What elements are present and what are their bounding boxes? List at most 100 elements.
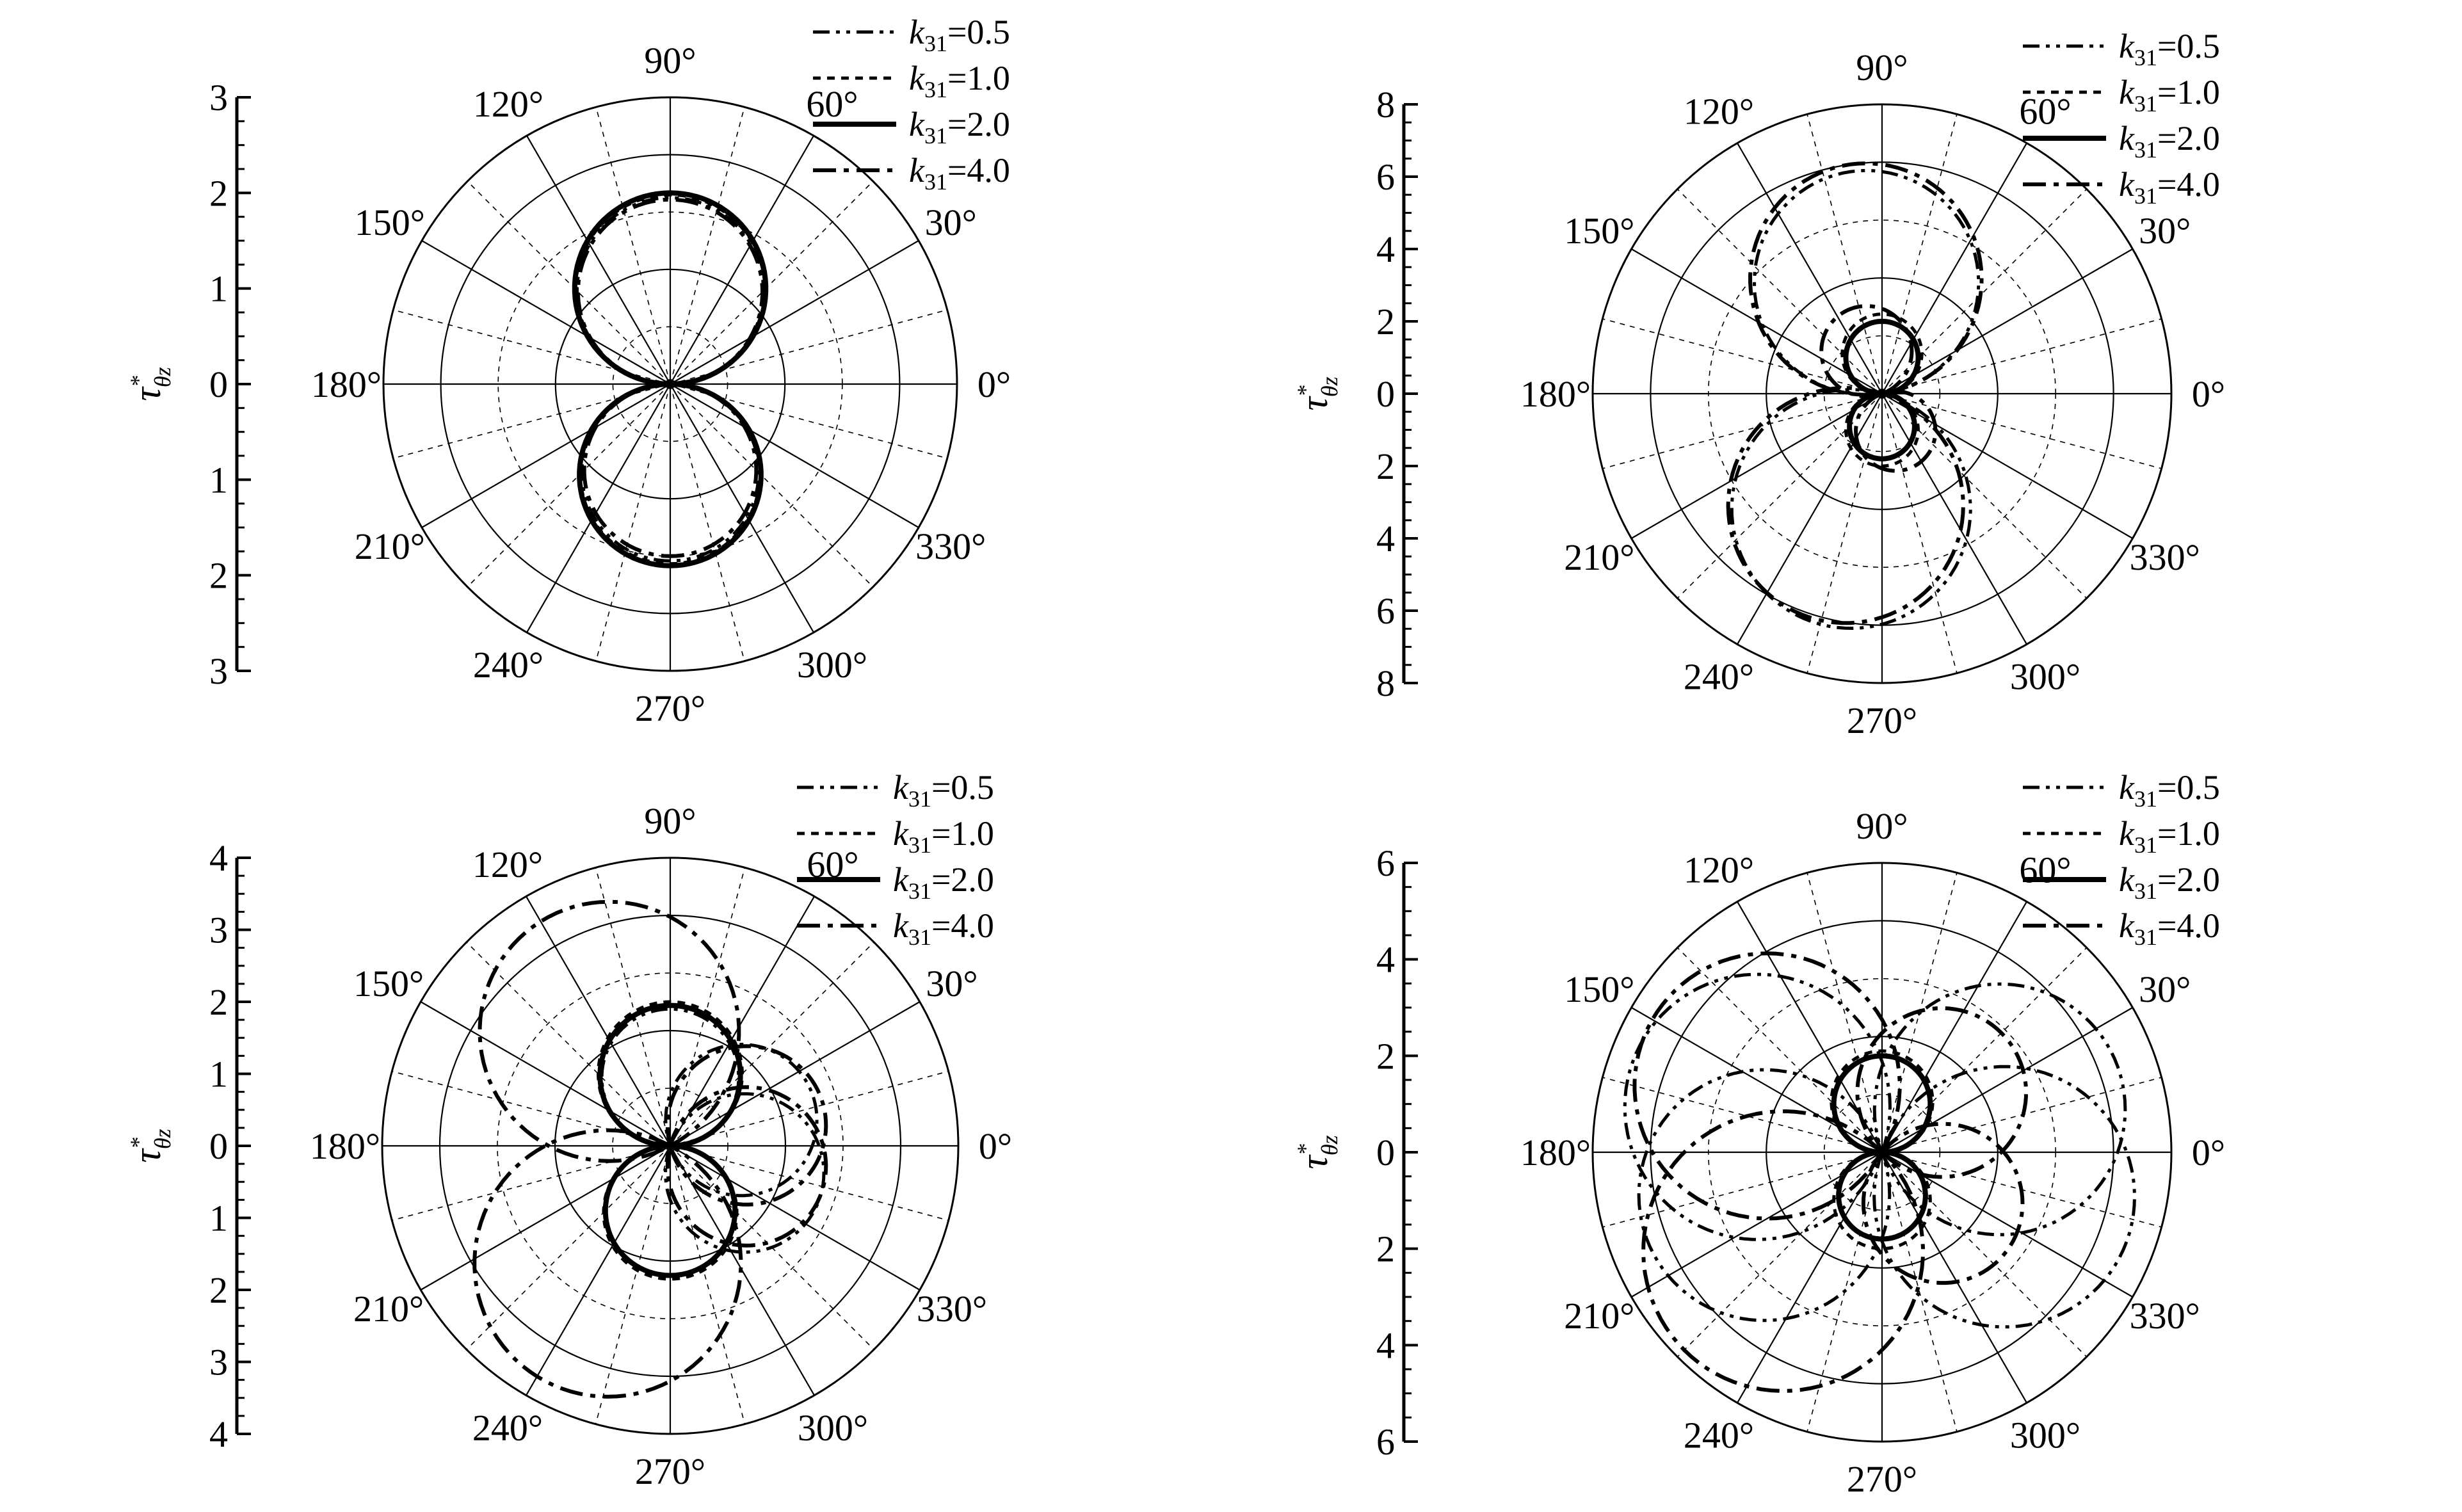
grid-spoke xyxy=(670,107,745,385)
polar-panel-top-left: 0° 30° 60° 90° 120° 150° 180° 210° 240° 270° 300° 3… xyxy=(125,13,1011,729)
angle-label: 240° xyxy=(1684,1415,1754,1456)
angle-label: 120° xyxy=(1684,849,1754,890)
angle-label: 0° xyxy=(978,364,1011,405)
radial-axis-tick-label: 3 xyxy=(209,910,228,951)
angle-label: 150° xyxy=(1564,969,1634,1010)
grid-spoke xyxy=(466,1145,671,1350)
legend-label: k31=4.0 xyxy=(2119,906,2220,950)
radial-axis-tick-label: 0 xyxy=(209,1125,228,1167)
radial-axis-tick-label: 2 xyxy=(1376,1035,1395,1077)
grid-spoke xyxy=(1881,1152,2088,1358)
legend-label: k31=0.5 xyxy=(893,768,994,812)
grid-spoke xyxy=(670,309,947,385)
angle-label: 270° xyxy=(1847,700,1917,741)
series-curve-dash-dot-dot xyxy=(1623,972,1892,1241)
angle-label: 300° xyxy=(798,1407,868,1449)
angle-label: 90° xyxy=(644,800,696,842)
series-curve-dash-dot xyxy=(1855,1006,2028,1179)
grid-spoke xyxy=(670,135,814,385)
legend-label: k31=0.5 xyxy=(909,13,1010,56)
grid-spoke xyxy=(1602,393,1883,469)
angle-label: 180° xyxy=(311,364,382,405)
series-curve-dash-dot xyxy=(1819,304,1914,399)
legend-label: k31=4.0 xyxy=(893,906,994,950)
y-axis-label: τ*θz xyxy=(125,367,175,401)
radial-axis-tick-label: 4 xyxy=(1376,1324,1395,1366)
grid-spoke xyxy=(670,867,746,1146)
grid-spoke xyxy=(1881,947,2088,1153)
angle-label: 30° xyxy=(2139,969,2191,1010)
series-curve-dash-dot xyxy=(576,197,764,386)
radial-axis-tick-label: 8 xyxy=(1376,84,1395,125)
angle-label: 150° xyxy=(355,202,425,243)
series-curve-dash-dot-dot xyxy=(1753,168,1981,397)
series-curve-dash-dot-dot xyxy=(1872,1065,2136,1329)
angle-label: 0° xyxy=(979,1125,1012,1167)
series-curve-dash-dot xyxy=(472,1128,743,1399)
grid-spoke xyxy=(670,383,947,459)
grid-spoke xyxy=(526,135,671,385)
angle-label: 270° xyxy=(635,688,705,729)
radial-axis-tick-label: 0 xyxy=(1376,1132,1395,1173)
radial-axis-tick-label: 4 xyxy=(1376,518,1395,559)
angle-label: 180° xyxy=(310,1125,380,1167)
grid-spoke xyxy=(670,383,874,588)
grid-spoke xyxy=(595,383,671,661)
grid-spoke xyxy=(670,240,919,385)
grid-spoke xyxy=(595,867,671,1146)
angle-label: 210° xyxy=(353,1288,424,1330)
grid-spoke xyxy=(595,1145,671,1424)
series-curve-dash-dot xyxy=(665,1044,828,1207)
legend-label: k31=1.0 xyxy=(2119,73,2220,117)
radial-axis-tick-label: 3 xyxy=(209,650,228,692)
grid-spoke xyxy=(467,383,671,588)
radial-axis-tick-label: 2 xyxy=(1376,301,1395,342)
y-axis-label: τ*θz xyxy=(1292,1135,1342,1169)
angle-label: 0° xyxy=(2192,373,2225,415)
grid-spoke xyxy=(1806,114,1883,394)
polar-panel-top-right: 0° 30° 60° 90° 120° 150° 180° 210° 240° 270° 300° 3… xyxy=(1292,27,2225,741)
grid-spoke xyxy=(1881,901,2027,1153)
angle-label: 90° xyxy=(1856,805,1908,847)
legend-label: k31=1.0 xyxy=(893,814,994,858)
grid-spoke xyxy=(670,383,745,661)
grid-spoke xyxy=(1881,114,1958,394)
angle-label: 180° xyxy=(1520,1132,1591,1173)
radial-axis-tick-label: 2 xyxy=(209,555,228,597)
angle-label: 60° xyxy=(2019,90,2071,132)
series-curve-dash-dot-dot xyxy=(1637,1068,1892,1323)
radial-axis-tick-label: 1 xyxy=(209,268,228,310)
grid-spoke xyxy=(1881,393,1958,673)
grid-spoke xyxy=(1806,873,1883,1153)
grid-spoke xyxy=(670,383,919,528)
grid-spoke xyxy=(466,942,671,1146)
series-curve-dotted xyxy=(1830,1049,1935,1154)
grid-spoke xyxy=(670,383,814,633)
grid-spoke xyxy=(595,107,671,385)
grid-spoke xyxy=(670,1001,921,1146)
grid-spoke xyxy=(421,240,671,385)
grid-spoke xyxy=(467,181,671,385)
angle-label: 60° xyxy=(2019,849,2071,890)
angle-label: 240° xyxy=(1684,656,1754,698)
angle-label: 120° xyxy=(472,844,543,885)
legend-label: k31=0.5 xyxy=(2119,27,2220,70)
radial-axis-tick-label: 4 xyxy=(1376,939,1395,981)
angle-label: 330° xyxy=(915,526,986,567)
grid-spoke xyxy=(670,896,815,1146)
angle-label: 270° xyxy=(635,1451,705,1492)
angle-label: 150° xyxy=(1564,210,1634,252)
radial-axis-tick-label: 2 xyxy=(1376,1228,1395,1270)
angle-label: 0° xyxy=(2192,1132,2225,1173)
angle-label: 30° xyxy=(2139,210,2191,252)
radial-axis-tick-label: 6 xyxy=(1376,1421,1395,1463)
radial-axis-tick-label: 2 xyxy=(1376,446,1395,487)
grid-spoke xyxy=(1881,318,2162,394)
series-curve-dash-dot xyxy=(582,382,759,558)
angle-label: 330° xyxy=(2130,1295,2200,1337)
grid-spoke xyxy=(670,1145,746,1424)
